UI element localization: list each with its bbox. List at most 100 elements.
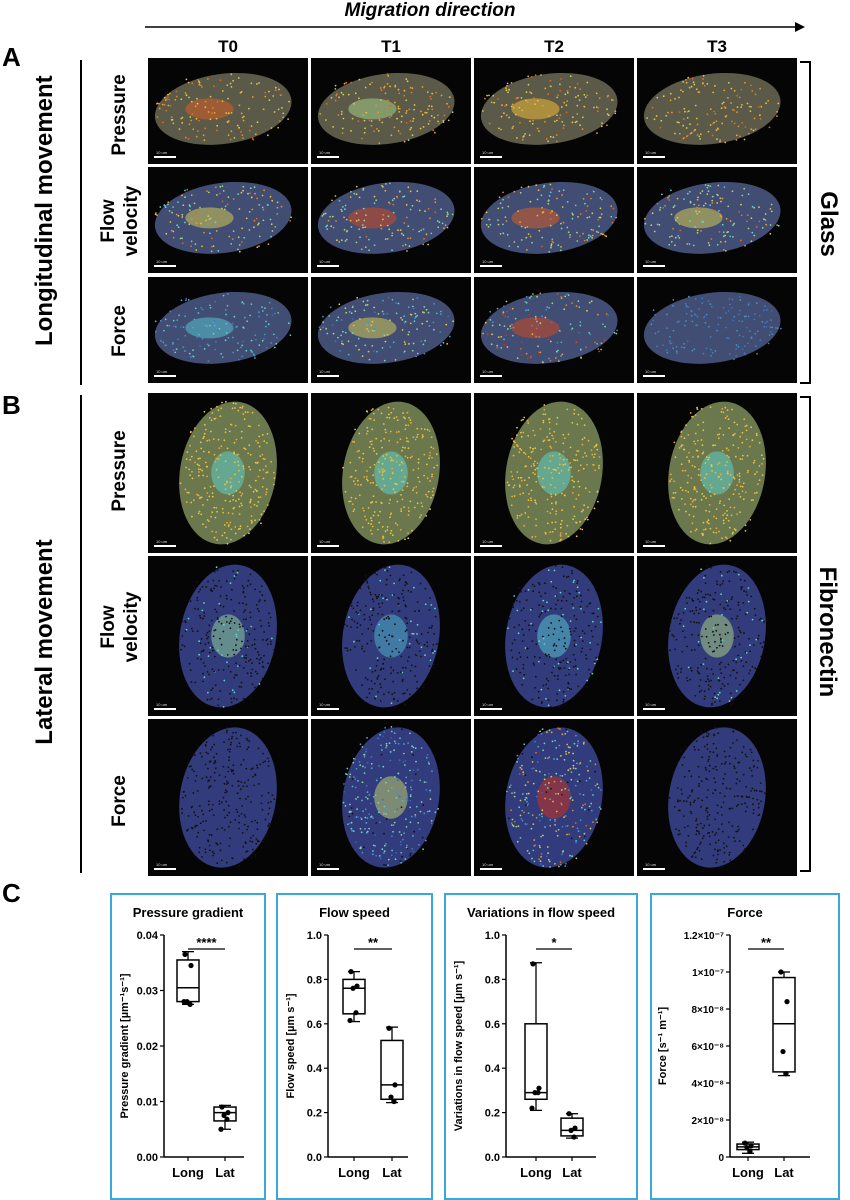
scale-bar	[154, 708, 176, 710]
y-tick-label: 0.03	[137, 986, 158, 998]
scale-bar-text: 10 um	[482, 862, 494, 867]
row-label-flow-a-line1: Flow	[98, 199, 119, 243]
timepoint-header-t2: T2	[544, 37, 564, 56]
significance-label: **	[761, 935, 772, 950]
scale-bar	[317, 708, 339, 710]
scale-bar-text: 10 um	[482, 150, 494, 155]
row-label-flow-a-line2: velocity	[121, 185, 142, 257]
migration-direction-arrow	[145, 22, 805, 32]
x-tick-label-lat: Lat	[382, 1165, 402, 1180]
y-axis-label: Force [s⁻¹ m⁻¹]	[657, 1007, 669, 1086]
scale-bar-text: 10 um	[319, 539, 331, 544]
x-tick-label-lat: Lat	[215, 1165, 235, 1180]
y-tick-label: 0	[718, 1153, 724, 1164]
y-axis-label: Variations in flow speed [µm s⁻¹]	[453, 960, 465, 1131]
section-a-divider	[80, 60, 82, 385]
scale-bar	[154, 375, 176, 377]
box-long	[342, 978, 366, 1015]
section-b-divider	[80, 395, 82, 873]
scale-bar	[480, 375, 502, 377]
scale-bar	[643, 375, 665, 377]
bracket-glass	[800, 61, 811, 384]
micrograph-b-flow-t2: 10 um	[474, 556, 634, 716]
data-point	[391, 1098, 397, 1105]
row-label-pressure-a: Pressure	[109, 74, 130, 156]
scale-bar	[643, 868, 665, 870]
y-tick-label: 0.01	[137, 1097, 158, 1109]
scale-bar-text: 10 um	[156, 862, 168, 867]
scale-bar-text: 10 um	[645, 150, 657, 155]
scale-bar-text: 10 um	[482, 259, 494, 264]
data-point	[535, 1090, 541, 1096]
chart-title: Force	[727, 905, 762, 920]
panel-label-b: B	[2, 390, 21, 420]
data-point	[388, 1094, 394, 1100]
y-tick-label: 0.0	[307, 1152, 322, 1164]
data-point	[571, 1134, 577, 1140]
y-tick-label: 0.04	[137, 930, 159, 942]
timepoint-header-t0: T0	[218, 37, 238, 56]
scale-bar-text: 10 um	[319, 702, 331, 707]
scale-bar	[480, 708, 502, 710]
scale-bar	[317, 265, 339, 267]
y-tick-label: 0.2	[485, 1108, 500, 1120]
data-point	[529, 1105, 535, 1111]
chart-pressure-gradient: Pressure gradient 0.00 0.01 0.02 0.03 0.04 Pre…	[110, 893, 266, 1200]
micrograph-b-force-t2: 10 um	[474, 719, 634, 876]
micrograph-b-force-t3: 10 um	[637, 719, 797, 876]
scale-bar-text: 10 um	[645, 702, 657, 707]
y-tick-label: 6×10⁻⁸	[691, 1042, 724, 1053]
lateral-movement-label: Lateral movement	[31, 539, 58, 745]
micrograph-b-force-t1: 10 um	[311, 719, 471, 876]
micrograph-a-force-t3: 10 um	[637, 277, 797, 383]
micrograph-b-force-t0: 10 um	[148, 719, 308, 876]
scale-bar	[317, 156, 339, 158]
box-long	[524, 1023, 548, 1101]
micrograph-b-pressure-t1: 10 um	[311, 393, 471, 553]
scale-bar	[317, 545, 339, 547]
micrograph-a-pressure-t3: 10 um	[637, 58, 797, 164]
micrograph-a-flow-t0: 10 um	[148, 167, 308, 273]
significance-label: **	[368, 935, 379, 950]
data-point	[188, 962, 194, 969]
scale-bar	[643, 545, 665, 547]
data-point	[780, 1048, 786, 1055]
chart-title: Variations in flow speed	[467, 905, 615, 920]
micrograph-a-flow-t3: 10 um	[637, 167, 797, 273]
micrograph-a-flow-t1: 10 um	[311, 167, 471, 273]
scale-bar-text: 10 um	[156, 369, 168, 374]
scale-bar-text: 10 um	[156, 259, 168, 264]
chart-title: Pressure gradient	[133, 905, 244, 920]
scale-bar	[643, 156, 665, 158]
scale-bar-text: 10 um	[156, 539, 168, 544]
y-tick-label: 1.0	[307, 930, 322, 942]
y-tick-label: 0.6	[307, 1019, 322, 1031]
chart-title: Flow speed	[319, 905, 390, 920]
box-lat	[380, 1039, 404, 1101]
significance-label: *	[551, 935, 557, 950]
scale-bar-text: 10 um	[319, 862, 331, 867]
scale-bar-text: 10 um	[645, 369, 657, 374]
micrograph-a-force-t1: 10 um	[311, 277, 471, 383]
y-tick-label: 1.2×10⁻⁷	[684, 931, 724, 942]
micrograph-b-flow-t1: 10 um	[311, 556, 471, 716]
data-point	[182, 951, 188, 958]
data-point	[347, 1017, 353, 1024]
scale-bar-text: 10 um	[156, 150, 168, 155]
y-tick-label: 1×10⁻⁷	[692, 968, 724, 979]
y-tick-label: 0.4	[307, 1063, 323, 1075]
scale-bar-text: 10 um	[319, 150, 331, 155]
data-point	[353, 1010, 359, 1016]
y-tick-label: 4×10⁻⁸	[691, 1079, 724, 1090]
data-point	[748, 1143, 754, 1149]
box-lat	[560, 1117, 584, 1137]
y-axis-label: Flow speed [µm s⁻¹]	[285, 993, 297, 1098]
data-point	[350, 985, 356, 991]
x-tick-label-long: Long	[520, 1165, 552, 1180]
data-point	[221, 1112, 227, 1118]
data-point	[219, 1104, 225, 1110]
glass-label: Glass	[815, 191, 842, 257]
chart-force: Force 0 2×10⁻⁸ 4×10⁻⁸ 6×10⁻⁸ 8×10⁻⁸ 1×10⁻⁷ 1.2×…	[650, 893, 840, 1200]
row-label-force-b: Force	[109, 775, 130, 827]
panel-label-a: A	[2, 42, 21, 72]
